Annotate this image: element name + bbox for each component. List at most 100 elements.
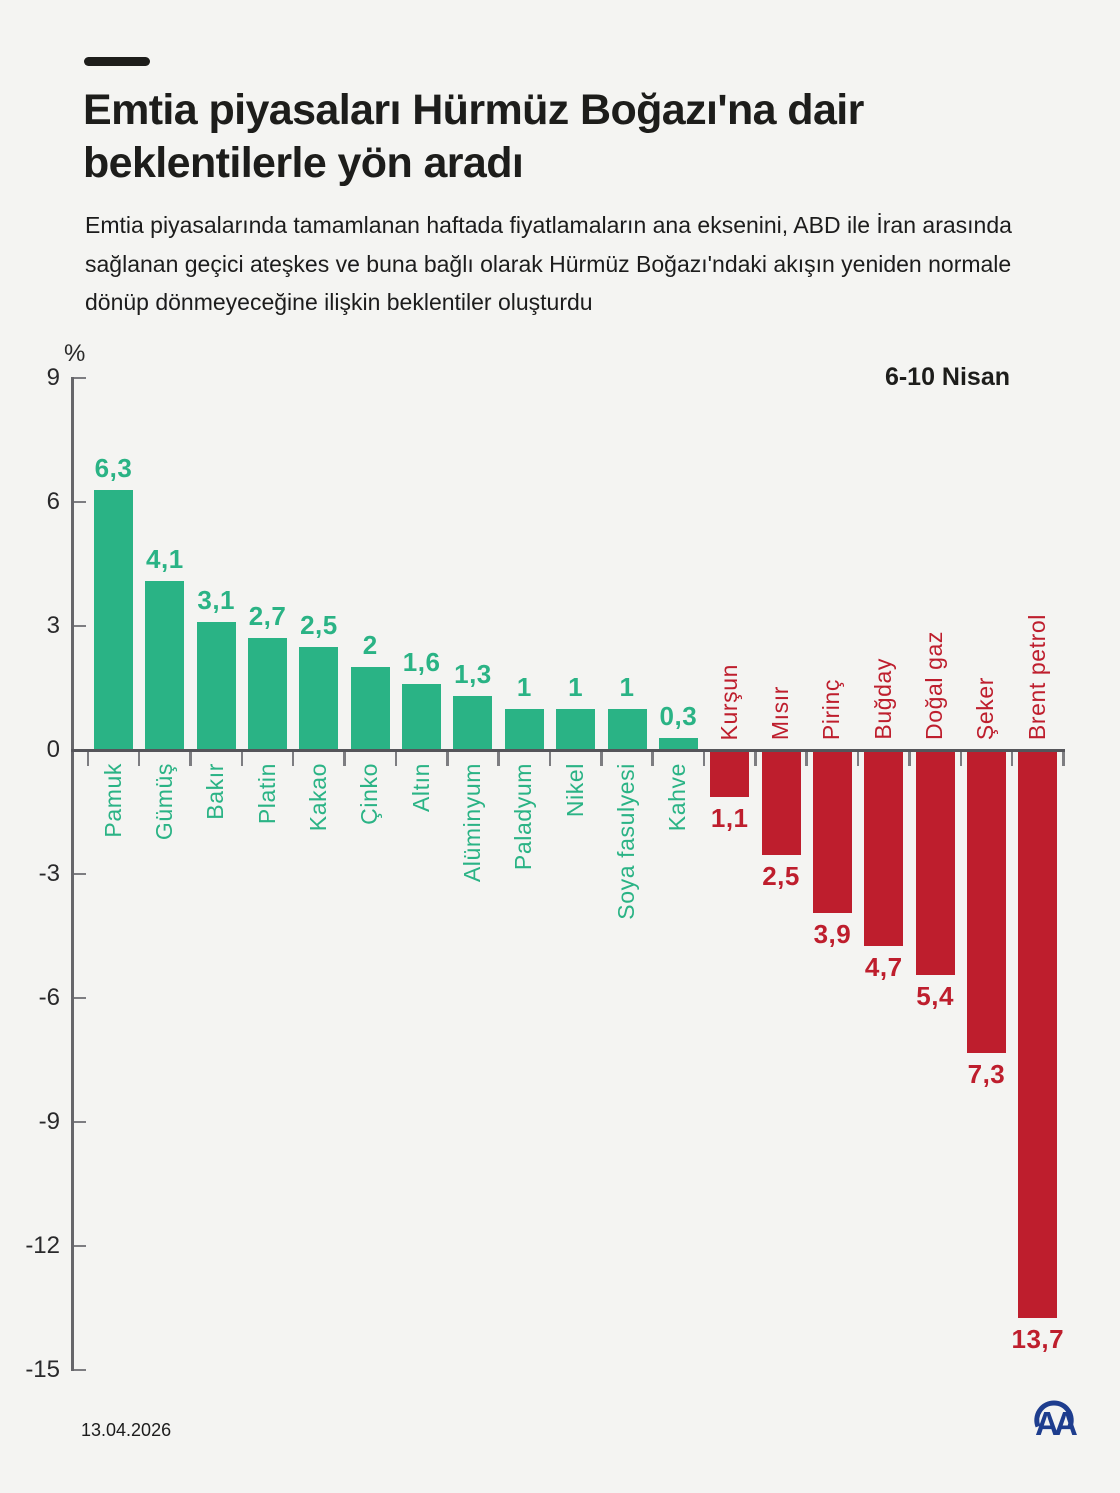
category-label: Pamuk — [99, 763, 126, 838]
title-dash — [84, 57, 150, 66]
y-axis-tick — [73, 1244, 86, 1248]
category-label: Kurşun — [715, 663, 742, 740]
y-axis-tick — [73, 1368, 86, 1372]
x-axis-line — [71, 748, 1065, 752]
bar-value-label: 1,3 — [454, 659, 492, 690]
y-axis-tick-label: 9 — [46, 364, 60, 392]
category-label: Gümüş — [150, 763, 177, 841]
bar-mısır — [761, 751, 801, 855]
y-axis-tick-label: 0 — [46, 736, 60, 763]
bar-value-label: 2 — [362, 630, 378, 661]
category-label: Çinko — [356, 763, 383, 825]
category-label: Nikel — [561, 763, 588, 818]
x-axis-tick — [908, 751, 911, 766]
bar-value-label: 1 — [619, 671, 635, 702]
subtitle: Emtia piyasalarında tamamlanan haftada f… — [85, 212, 1012, 315]
bar-value-label: 2,7 — [248, 601, 287, 632]
y-axis-tick-label: -9 — [38, 1107, 60, 1135]
category-label: Paladyum — [510, 763, 537, 871]
x-axis-tick — [343, 751, 346, 766]
x-axis-tick — [702, 751, 706, 766]
category-label: Pirinç — [818, 678, 845, 740]
bar-value-label: 1 — [568, 671, 584, 702]
y-axis-line — [71, 377, 74, 1372]
bar-platin — [248, 638, 288, 750]
x-axis-tick — [805, 751, 808, 766]
bar-value-label: 7,3 — [967, 1059, 1006, 1090]
bar-value-label: 1,6 — [402, 646, 441, 677]
x-axis-tick — [1062, 751, 1065, 766]
category-label: Kakao — [304, 763, 331, 832]
y-axis-tick — [73, 1120, 86, 1124]
x-axis-tick — [548, 751, 552, 766]
page-title: Emtia piyasaları Hürmüz Boğazı'na dair b… — [83, 86, 864, 187]
period-label: 6-10 Nisan — [884, 363, 1010, 391]
x-axis-tick — [189, 751, 192, 766]
x-axis-tick — [754, 751, 757, 766]
bar-value-label: 4,7 — [864, 951, 903, 982]
bar-value-label: 6,3 — [94, 452, 133, 483]
bar-kakao — [299, 646, 339, 750]
x-axis-tick — [446, 751, 449, 766]
bar-bakır — [196, 621, 236, 750]
bar-çinko — [350, 667, 390, 750]
x-axis-tick — [959, 751, 963, 766]
x-axis-tick — [291, 751, 295, 766]
category-label: Soya fasulyesi — [613, 763, 639, 920]
aa-logo: AA — [1034, 1400, 1078, 1442]
bar-pamuk — [94, 489, 133, 750]
category-label: Buğday — [869, 658, 896, 740]
bar-value-label: 1,1 — [710, 802, 749, 833]
category-label: Kahve — [664, 763, 691, 832]
bar-gümüş — [145, 580, 185, 750]
category-label: Şeker — [972, 676, 999, 740]
bar-value-label: 0,3 — [659, 700, 698, 731]
x-axis-tick — [856, 751, 860, 766]
bar-alüminyum — [453, 696, 493, 750]
bar-altın — [402, 683, 442, 750]
y-axis-tick-label: 3 — [46, 612, 60, 639]
bar-doğal-gaz — [915, 751, 955, 975]
bar-value-label: 5,4 — [916, 980, 954, 1011]
y-axis-tick — [73, 996, 86, 1000]
bar-nikel — [556, 708, 596, 750]
y-axis-tick-label: -12 — [25, 1231, 60, 1259]
x-axis-tick — [240, 751, 244, 766]
y-axis-tick — [73, 376, 86, 380]
bar-soya-fasulyesi — [607, 708, 647, 750]
category-label: Brent petrol — [1023, 613, 1050, 740]
bar-value-label: 3,1 — [197, 584, 236, 615]
category-label: Alüminyum — [458, 763, 485, 883]
category-label: Mısır — [767, 685, 794, 740]
y-axis-tick-label: -6 — [38, 983, 60, 1011]
bar-paladyum — [504, 708, 544, 750]
y-axis-tick — [73, 500, 86, 504]
bar-value-label: 2,5 — [762, 860, 800, 891]
x-axis-tick — [497, 751, 500, 766]
y-axis-tick-label: -3 — [38, 859, 60, 887]
y-axis-tick-label: -15 — [25, 1355, 60, 1383]
x-axis-tick — [394, 751, 398, 766]
bar-şeker — [966, 751, 1006, 1054]
y-axis-tick — [73, 624, 86, 628]
bar-brent-petrol — [1018, 751, 1058, 1318]
y-axis-unit-label: % — [64, 340, 86, 367]
bar-kahve — [658, 737, 698, 750]
y-axis-tick — [73, 872, 86, 876]
x-axis-tick — [600, 751, 603, 766]
category-label: Bakır — [202, 763, 229, 820]
category-label: Altın — [407, 763, 434, 813]
bar-kurşun — [710, 751, 750, 797]
bar-buğday — [864, 751, 904, 946]
footer-date: 13.04.2026 — [81, 1420, 172, 1440]
bar-value-label: 1 — [516, 671, 532, 702]
svg-text:AA: AA — [1035, 1405, 1077, 1442]
x-axis-tick — [137, 751, 141, 766]
x-axis-tick — [86, 751, 90, 766]
bar-value-label: 13,7 — [1011, 1323, 1065, 1354]
x-axis-tick — [651, 751, 654, 766]
bar-value-label: 4,1 — [146, 543, 184, 574]
y-axis-tick-label: 6 — [46, 488, 60, 516]
